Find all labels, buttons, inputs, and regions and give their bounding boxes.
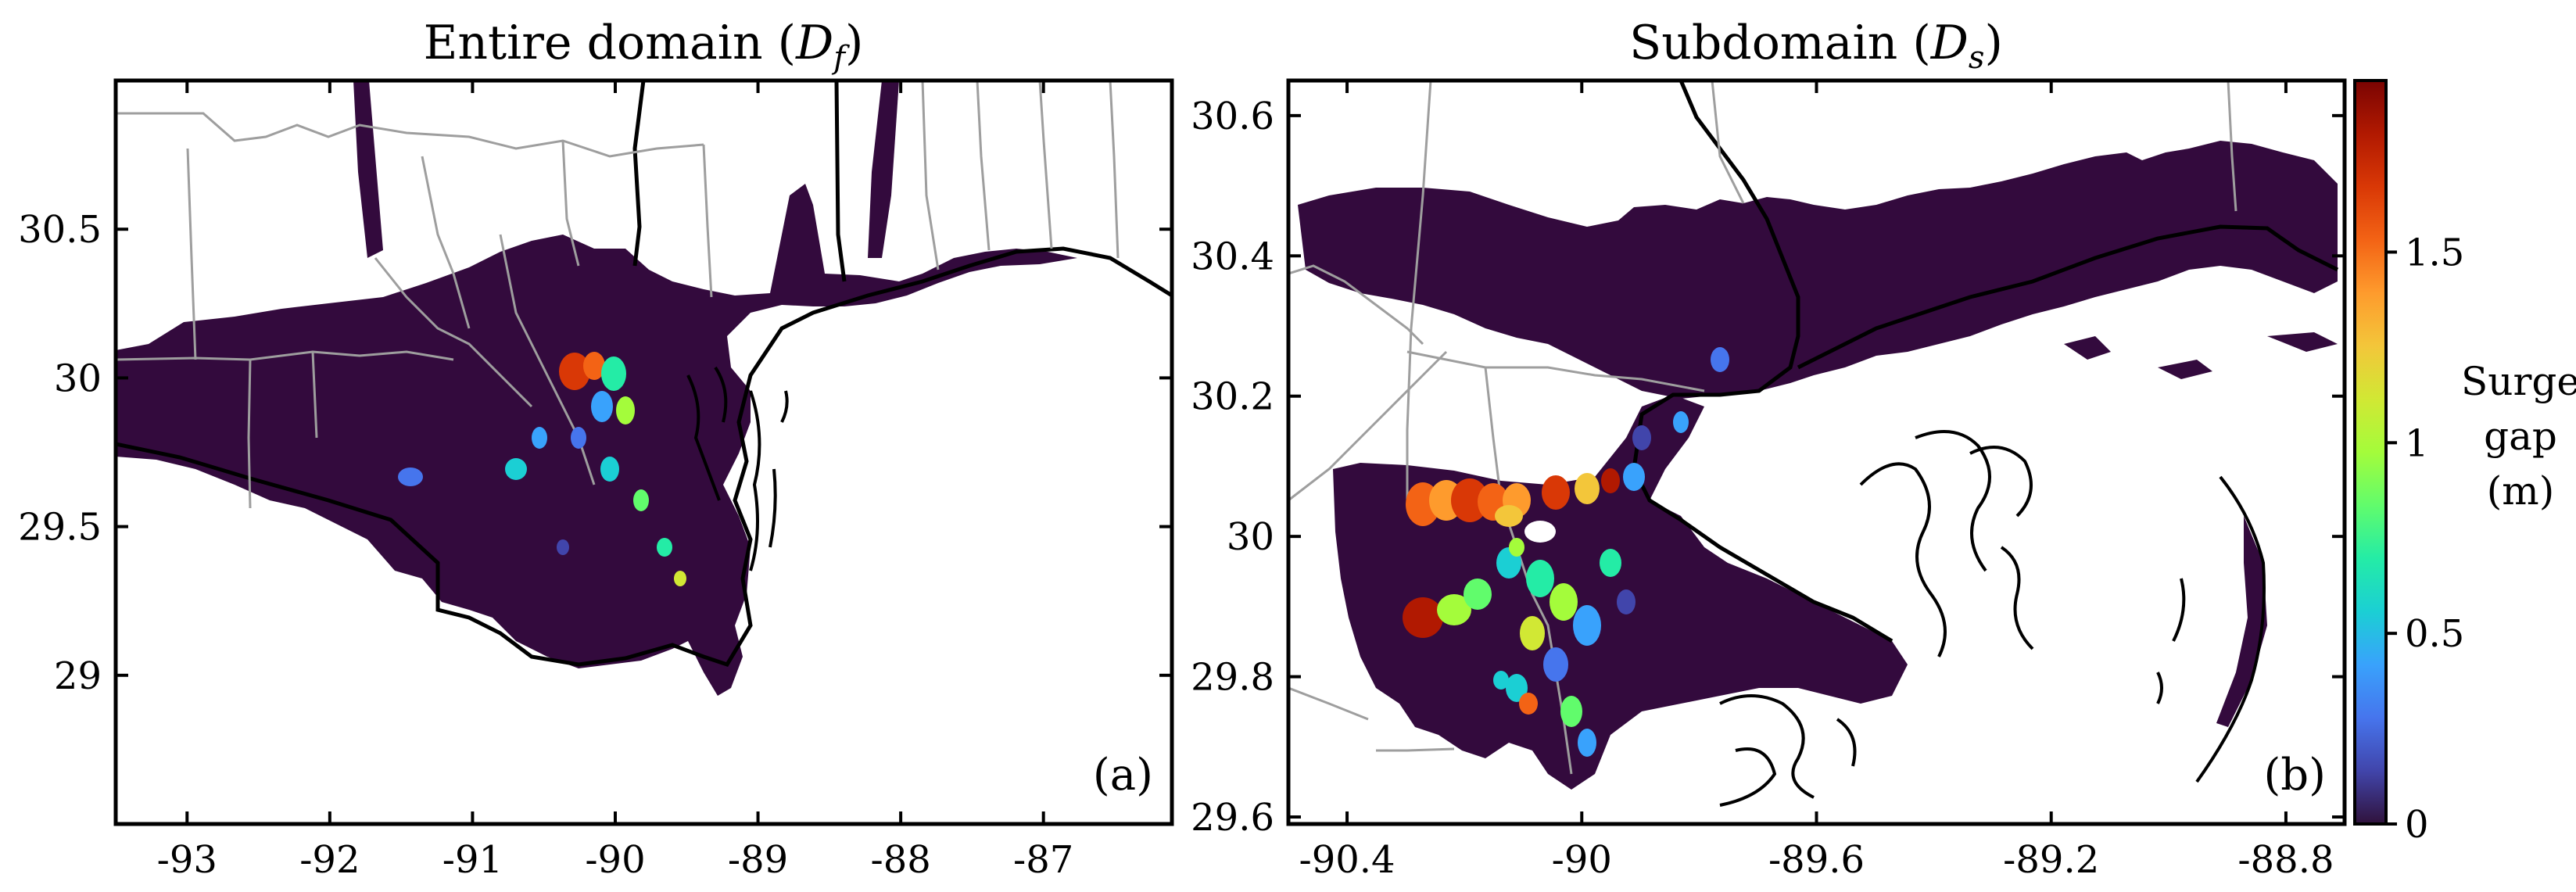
panel-a-land-region — [116, 184, 1077, 696]
panel-b-land-islet-2 — [2158, 360, 2212, 379]
colorbar-gradient — [2353, 79, 2388, 826]
ytick-label: 29 — [54, 654, 102, 698]
panel-b-axes: -90.4 -90 -89.6 -89.2 -88.8 29.6 29.8 30 30.2 30.… — [1191, 81, 2345, 882]
panel-a-title: Entire domain (Df) — [424, 16, 864, 76]
ytick-label: 29.6 — [1191, 796, 1274, 840]
panel-b-label: (b) — [2263, 750, 2326, 801]
panel-a-islands — [686, 366, 789, 571]
xtick-label: -90 — [1552, 838, 1612, 882]
ytick-label: 30 — [1227, 515, 1274, 559]
panel-b-land-chandeleur — [2216, 516, 2267, 727]
panel-b-land-islet-3 — [2267, 332, 2338, 352]
colorbar-ticks: 0 0.5 1 1.5 — [2386, 231, 2464, 847]
xtick-label: -90 — [585, 838, 645, 882]
xtick-label: -93 — [157, 838, 217, 882]
panel-a-axes: -93 -92 -91 -90 -89 -88 -87 29 29.5 30 30.5 — [18, 81, 1172, 882]
xtick-label: -87 — [1013, 838, 1073, 882]
colorbar-tick-label: 0 — [2405, 803, 2429, 847]
panel-b-coastline-east — [1797, 224, 2339, 370]
panel-b-land-islet-1 — [2064, 336, 2111, 360]
panel-a-map — [116, 81, 1172, 696]
xtick-label: -88 — [870, 838, 930, 882]
ytick-label: 30.4 — [1191, 235, 1274, 278]
panel-b-map — [1288, 81, 2339, 807]
ytick-label: 29.8 — [1191, 656, 1274, 700]
xtick-label: -90.4 — [1299, 838, 1395, 882]
colorbar: 0 0.5 1 1.5 Surge gap (m) — [2353, 79, 2576, 847]
colorbar-tick-label: 1 — [2405, 421, 2429, 465]
colorbar-tick-label: 1.5 — [2405, 231, 2464, 274]
panel-a-frame — [113, 78, 1174, 826]
panel-a-boundaries — [116, 81, 1120, 509]
panel-a-coastline — [116, 246, 1172, 668]
xtick-label: -92 — [299, 838, 360, 882]
panel-a-river-corridor — [353, 81, 383, 258]
panel-b-land-north — [1298, 141, 2338, 399]
xtick-label: -89.2 — [2003, 838, 2099, 882]
panel-b-boundaries — [1288, 81, 2237, 775]
ytick-label: 30.5 — [18, 208, 102, 252]
xtick-label: -89.6 — [1768, 838, 1865, 882]
ytick-label: 30.6 — [1191, 95, 1274, 138]
colorbar-label-line-1: Surge — [2461, 359, 2576, 404]
panel-a-state-border — [834, 81, 847, 282]
panel-b-water-void — [1524, 521, 1556, 543]
ytick-label: 30 — [54, 356, 102, 400]
xtick-label: -88.8 — [2237, 838, 2334, 882]
panel-b-marsh-outlines — [1719, 430, 2266, 807]
panel-a: Entire domain (Df) — [18, 16, 1174, 882]
panel-b-surge-hotspots — [1403, 347, 1729, 757]
panel-a-pearl-corridor — [868, 81, 899, 258]
colorbar-label-line-2: gap — [2484, 414, 2557, 459]
panel-a-surge-hotspots — [398, 352, 686, 586]
xtick-label: -91 — [442, 838, 503, 882]
xtick-label: -89 — [728, 838, 788, 882]
panel-b-coastline — [1632, 81, 1893, 643]
panel-a-pearl-river — [632, 81, 646, 267]
panel-b: Subdomain (Ds) — [1191, 16, 2347, 882]
ytick-label: 29.5 — [18, 506, 102, 550]
panel-b-title: Subdomain (Ds) — [1629, 16, 2003, 76]
colorbar-label-line-3: (m) — [2487, 468, 2554, 514]
colorbar-tick-label: 0.5 — [2405, 612, 2464, 656]
panel-b-land-south — [1333, 395, 1908, 790]
ytick-label: 30.2 — [1191, 375, 1274, 419]
panel-a-label: (a) — [1093, 750, 1153, 801]
